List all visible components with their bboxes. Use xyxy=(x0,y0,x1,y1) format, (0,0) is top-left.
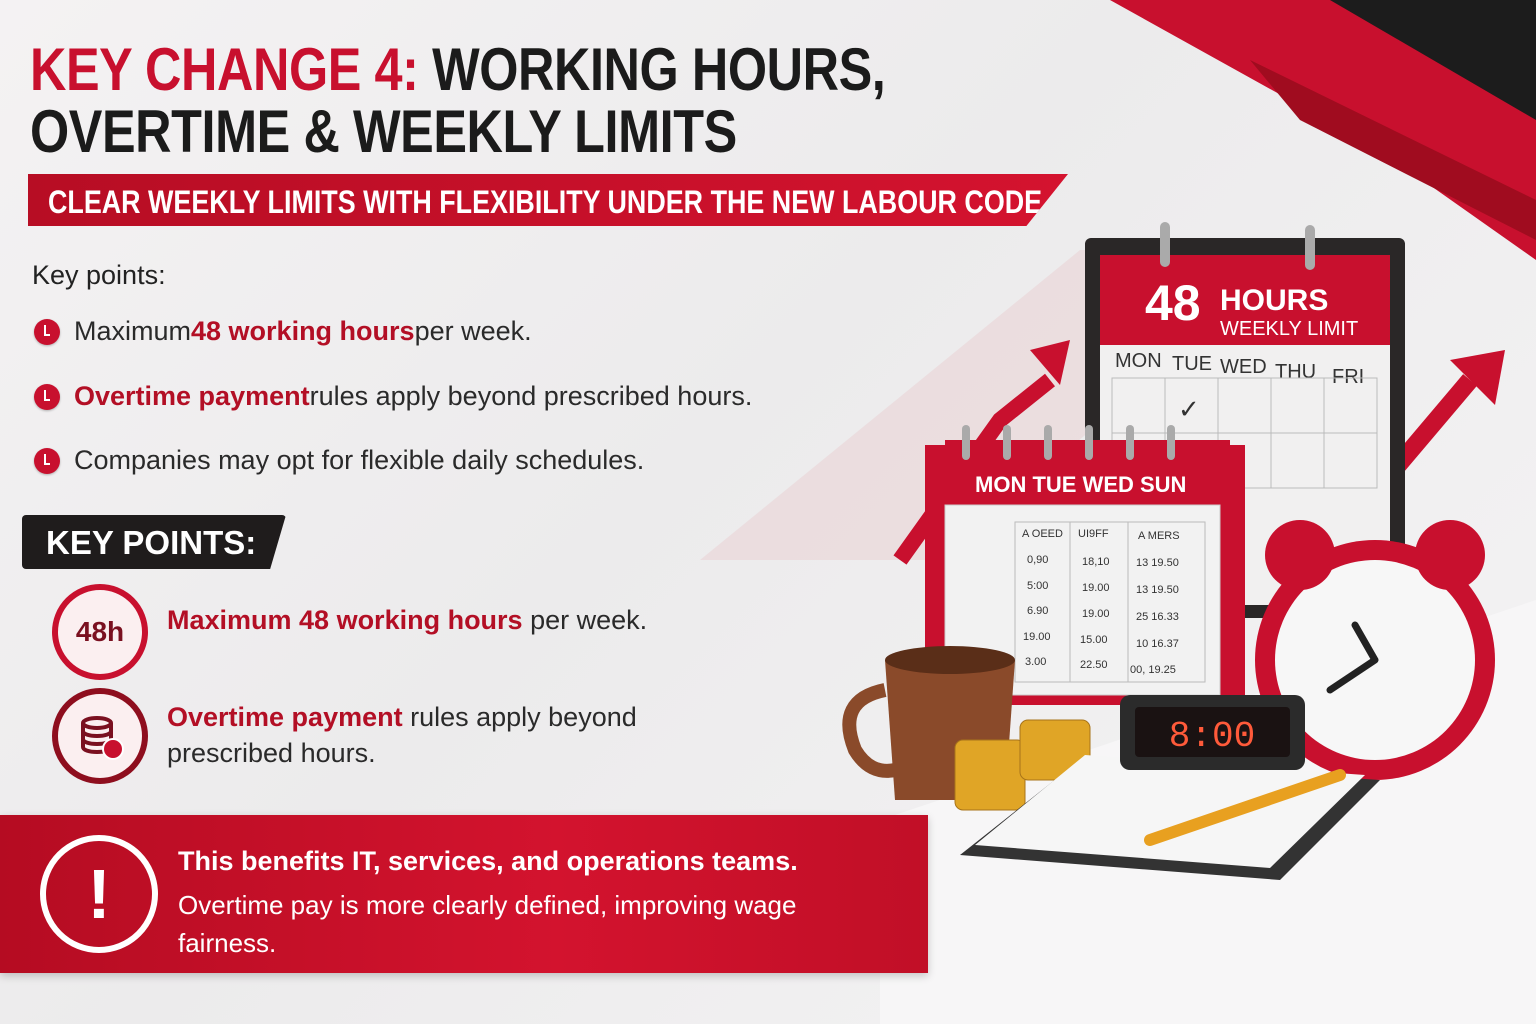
timesheet-clipboard xyxy=(960,755,1380,880)
icon-label: 48h xyxy=(75,616,125,647)
table-cell: 0,90 xyxy=(1027,554,1048,566)
key-points-header-text: KEY POINTS: xyxy=(46,524,257,561)
bullet-icon xyxy=(34,447,60,474)
subtitle-banner: CLEAR WEEKLY LIMITS WITH FLEXIBILITY UND… xyxy=(28,174,1068,226)
bullet-emphasis: Overtime payment xyxy=(74,381,310,411)
coins-stack-icon xyxy=(52,688,148,784)
table-cell: 00, 19.25 xyxy=(1130,664,1176,676)
coins-icon xyxy=(81,716,124,760)
key-points-label: Key points: xyxy=(32,260,166,290)
page-title-line1: KEY CHANGE 4: WORKING HOURS, xyxy=(30,40,886,100)
table-cell: 13 19.50 xyxy=(1136,557,1179,569)
day-label: FRI xyxy=(1332,366,1364,388)
bullet-text: per week. xyxy=(414,316,532,346)
table-cell: 5:00 xyxy=(1027,580,1048,592)
arrow-head-icon xyxy=(1450,350,1505,405)
top-right-red-stripe xyxy=(1110,0,1536,260)
clock-48h-icon: 48h xyxy=(52,584,148,680)
bullet-emphasis: 48 working hours xyxy=(191,316,415,346)
bullet-text: rules apply beyond prescribed hours. xyxy=(309,381,753,411)
small-calendar-header: MON TUE WED SUN xyxy=(975,472,1186,497)
point-text-line2: prescribed hours. xyxy=(167,738,376,768)
table-cell: 15.00 xyxy=(1080,634,1108,646)
arrow-head-icon xyxy=(1030,340,1070,385)
column-header: UI9FF xyxy=(1078,528,1109,540)
day-label: MON xyxy=(1115,350,1162,372)
bullet-text: Maximum xyxy=(74,316,192,346)
column-header: A MERS xyxy=(1138,530,1180,542)
calendar-subtitle: WEEKLY LIMIT xyxy=(1220,318,1358,340)
pencil-icon xyxy=(1144,769,1346,846)
check-icon: ✓ xyxy=(1178,394,1200,424)
callout-text: Overtime pay is more clearly defined, im… xyxy=(178,890,797,920)
coins-stack-icon xyxy=(954,719,1091,811)
title-highlight: KEY CHANGE 4: xyxy=(30,36,419,103)
point-emphasis: Maximum 48 working hours xyxy=(167,605,523,635)
day-label: THU xyxy=(1275,361,1316,383)
digital-clock-display: 8:00 xyxy=(1169,716,1255,757)
table-cell: 10 16.37 xyxy=(1136,638,1179,650)
table-cell: 19.00 xyxy=(1023,631,1051,643)
page-title-line2: OVERTIME & WEEKLY LIMITS xyxy=(30,98,737,165)
table-cell: 25 16.33 xyxy=(1136,611,1179,623)
callout-headline: This benefits IT, services, and operatio… xyxy=(178,846,798,876)
top-right-dark-stripe xyxy=(1330,0,1536,120)
point-emphasis: Overtime payment xyxy=(167,702,403,732)
calendar-number: 48 xyxy=(1145,275,1201,331)
digital-clock: 8:00 xyxy=(1120,695,1305,770)
callout-text: fairness. xyxy=(178,928,277,958)
title-rest: WORKING HOURS, xyxy=(418,36,886,103)
table-cell: 13 19.50 xyxy=(1136,584,1179,596)
key-points-header: KEY POINTS: xyxy=(22,515,286,569)
table-cell: 18,10 xyxy=(1082,556,1110,568)
bullet-icon xyxy=(34,383,60,410)
icon-point-text: Overtime payment rules apply beyond presc… xyxy=(167,699,637,771)
table-cell: 3.00 xyxy=(1025,656,1046,668)
bullet-item: Maximum 48 working hours per week. xyxy=(34,316,532,347)
bullet-text: Companies may opt for flexible daily sch… xyxy=(74,445,645,475)
column-header: A OEED xyxy=(1022,528,1063,540)
table-cell: 19.00 xyxy=(1082,608,1110,620)
day-label: TUE xyxy=(1172,353,1212,375)
subtitle-text: CLEAR WEEKLY LIMITS WITH FLEXIBILITY UND… xyxy=(48,184,1043,220)
point-text: per week. xyxy=(522,605,648,635)
table-cell: 6.90 xyxy=(1027,605,1048,617)
alarm-clock-icon xyxy=(1255,520,1495,780)
icon-point-text: Maximum 48 working hours per week. xyxy=(167,602,647,638)
calendar-hours: HOURS xyxy=(1220,284,1328,317)
point-text: rules apply beyond xyxy=(402,702,637,732)
table-cell: 19.00 xyxy=(1082,582,1110,594)
red-accent-stripe xyxy=(1250,60,1536,240)
bullet-item: Overtime payment rules apply beyond pres… xyxy=(34,381,752,412)
day-label: WED xyxy=(1220,356,1267,378)
bullet-icon xyxy=(34,318,60,345)
exclamation-icon: ! xyxy=(40,835,158,953)
bullet-item: Companies may opt for flexible daily sch… xyxy=(34,445,644,476)
table-cell: 22.50 xyxy=(1080,659,1108,671)
